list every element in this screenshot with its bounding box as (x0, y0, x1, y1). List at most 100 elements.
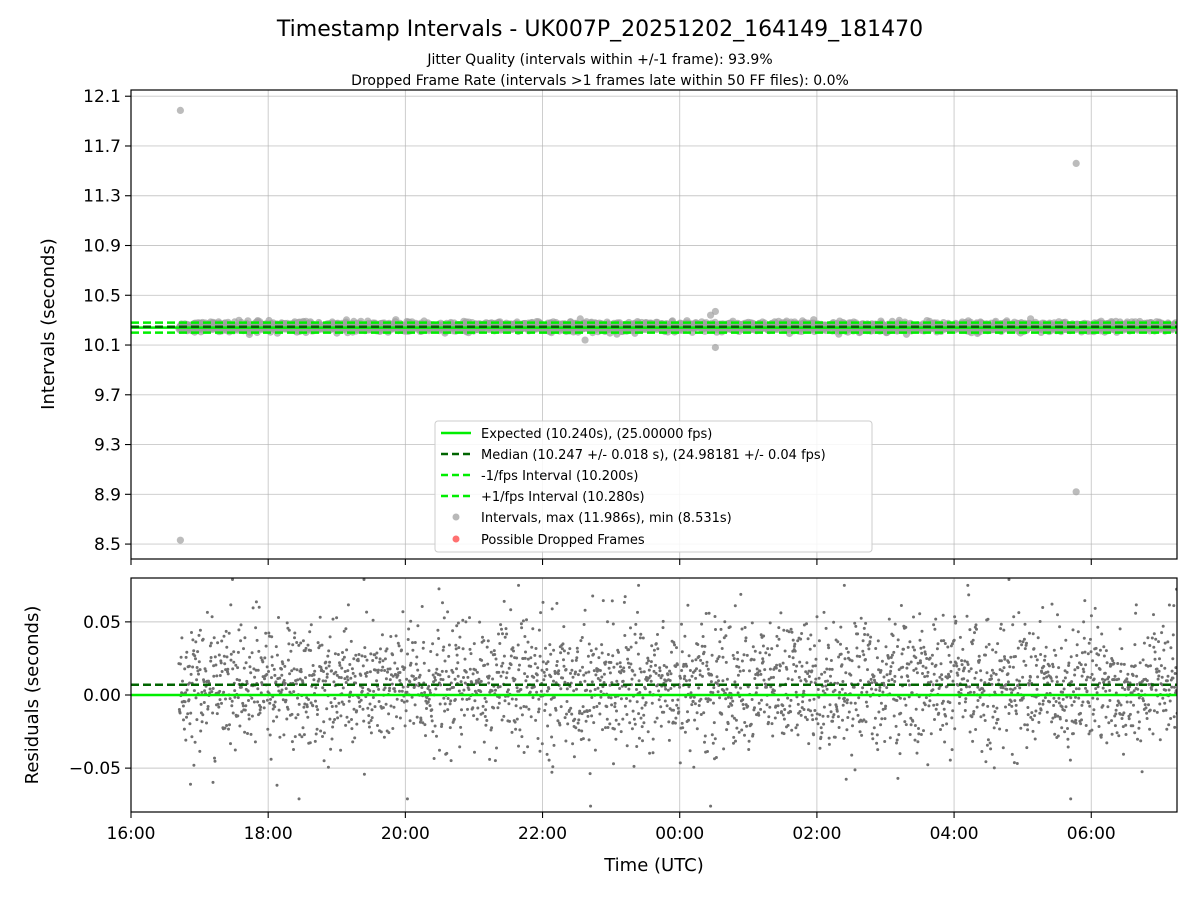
data-point (637, 736, 641, 740)
data-point (243, 636, 247, 640)
data-point (308, 630, 312, 634)
data-point (683, 730, 687, 734)
data-point (570, 668, 574, 672)
data-point (275, 653, 279, 657)
data-point (578, 669, 582, 673)
data-point (490, 726, 494, 730)
data-point (311, 704, 315, 708)
data-point (539, 611, 543, 615)
data-point (689, 691, 693, 695)
data-point (378, 660, 382, 664)
data-point (704, 697, 708, 701)
data-point (212, 636, 216, 640)
data-point (195, 666, 199, 669)
data-point (360, 654, 364, 658)
data-point (208, 644, 212, 648)
data-point (710, 653, 714, 657)
data-point (331, 725, 335, 729)
data-point (672, 641, 676, 644)
data-point (710, 733, 714, 737)
data-point (414, 662, 418, 666)
data-point (654, 671, 658, 675)
data-point (661, 619, 665, 623)
data-point (293, 636, 296, 640)
data-point (272, 667, 276, 671)
data-point (583, 710, 586, 714)
data-point (525, 685, 529, 689)
data-point (454, 643, 458, 647)
data-point (229, 742, 232, 746)
data-point (639, 716, 643, 720)
data-point (420, 686, 424, 689)
data-point (344, 681, 348, 684)
data-point (650, 644, 654, 648)
legend-plus-fps-label: +1/fps Interval (10.280s) (481, 490, 645, 505)
data-point (373, 705, 377, 709)
data-point (220, 701, 223, 705)
data-point (222, 690, 226, 694)
data-point (510, 730, 514, 734)
data-point (637, 679, 641, 683)
data-point (441, 648, 445, 652)
data-point (555, 664, 559, 667)
data-point (363, 646, 367, 650)
data-point (562, 658, 565, 662)
data-point (228, 697, 232, 701)
data-point (212, 664, 216, 668)
data-point (502, 654, 506, 658)
data-point (732, 735, 736, 739)
data-point (537, 707, 541, 711)
data-point (543, 709, 547, 712)
data-point (395, 697, 399, 701)
data-point (285, 621, 289, 625)
data-point (343, 677, 347, 681)
data-point (609, 661, 613, 664)
data-point (720, 647, 724, 650)
data-point (472, 714, 476, 718)
data-point (559, 705, 563, 709)
data-point (348, 663, 352, 666)
data-point (365, 671, 369, 674)
data-point (447, 654, 451, 658)
data-point (339, 714, 343, 718)
data-point (447, 675, 451, 679)
data-point (459, 725, 463, 729)
data-point (737, 665, 741, 669)
data-point (362, 578, 366, 581)
data-point (429, 650, 433, 653)
data-point (204, 669, 208, 673)
data-point (251, 606, 255, 610)
data-point (477, 677, 481, 681)
intervals-y-ticks: 8.58.99.39.710.110.510.911.311.712.1 (83, 87, 131, 555)
data-point (354, 653, 358, 657)
data-point (505, 632, 509, 636)
data-point (335, 710, 339, 714)
data-point (572, 755, 576, 759)
data-point (675, 646, 678, 650)
data-point (357, 696, 361, 700)
data-point (679, 676, 682, 680)
data-point (309, 623, 313, 627)
data-point (690, 674, 694, 678)
data-point (651, 737, 655, 741)
data-point (529, 656, 533, 660)
data-point (382, 735, 386, 739)
data-point (433, 724, 437, 728)
data-point (699, 713, 703, 716)
data-point (652, 669, 656, 673)
data-point (290, 712, 294, 716)
data-point (294, 716, 298, 720)
legend-box (434, 420, 873, 553)
data-point (434, 671, 438, 675)
data-point (205, 721, 208, 725)
data-point (430, 719, 434, 723)
data-point (462, 676, 465, 679)
data-point (545, 752, 549, 756)
data-point (600, 675, 604, 679)
data-point (226, 667, 230, 671)
data-point (702, 711, 706, 715)
data-point (513, 677, 517, 681)
data-point (257, 605, 261, 609)
data-point (412, 721, 416, 725)
data-point (224, 629, 228, 633)
